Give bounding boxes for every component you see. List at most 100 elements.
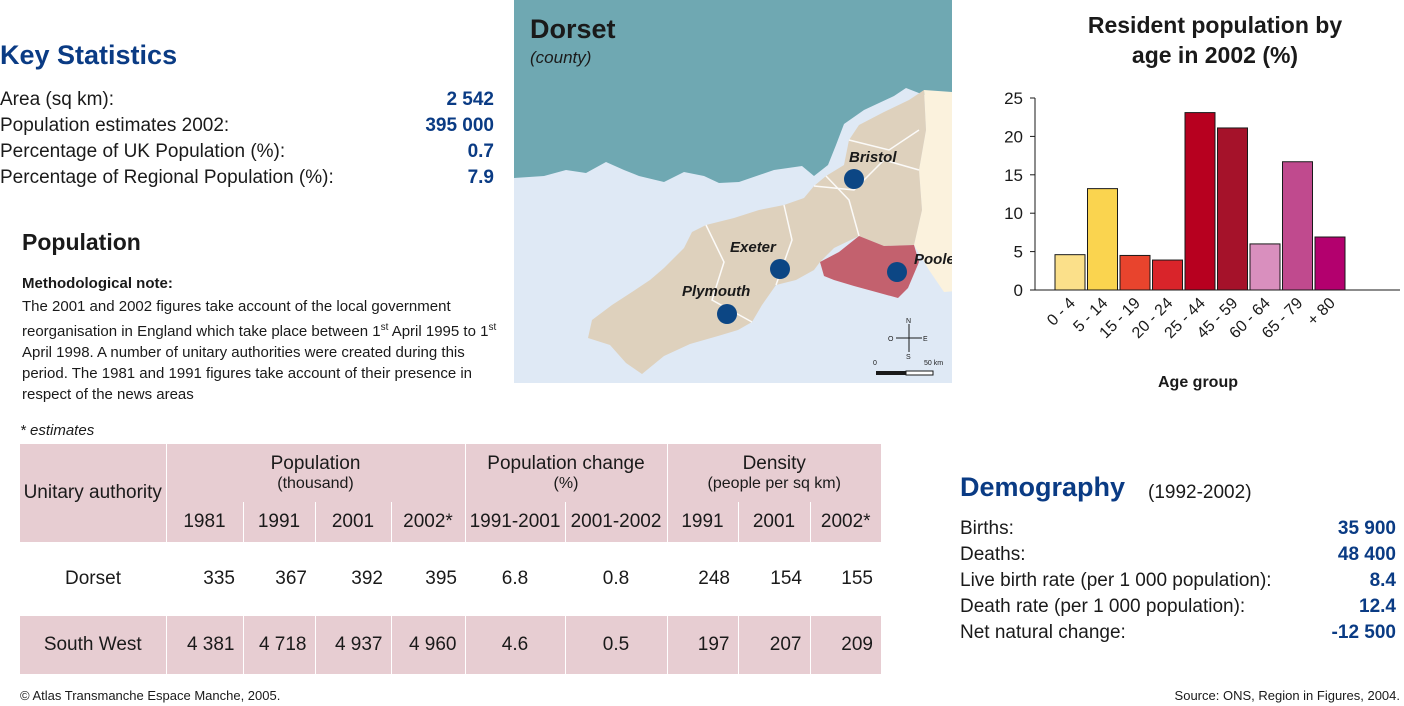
table-year-header: 1981 — [165, 502, 243, 542]
city-label-plymouth: Plymouth — [682, 283, 750, 300]
demography-label: Births: — [960, 518, 1014, 539]
table-cell: 209 — [809, 616, 881, 674]
compass-rose-icon: N S E O — [888, 318, 928, 361]
neighbour-counties — [914, 90, 952, 292]
demography-value: 8.4 — [1369, 570, 1396, 591]
stat-label: Area (sq km): — [0, 89, 115, 110]
city-label-bristol: Bristol — [849, 149, 897, 166]
table-cell: 4.6 — [464, 616, 565, 674]
table-cell: 335 — [203, 568, 235, 589]
demography-row-births: Births: 35 900 — [960, 518, 1396, 544]
table-row: South West 4 381 4 718 4 937 4 960 4.6 0… — [20, 616, 881, 674]
stat-value: 2 542 — [446, 89, 494, 110]
demography-value: 12.4 — [1359, 596, 1396, 617]
demography-label: Net natural change: — [960, 622, 1126, 643]
bar-3 — [1119, 254, 1151, 291]
table-year-header: 1991 — [242, 502, 315, 542]
y-tick-label: 0 — [1014, 281, 1023, 300]
copyright: © Atlas Transmanche Espace Manche, 2005. — [20, 688, 281, 703]
bar-9 — [1314, 236, 1346, 291]
demography-period: (1992-2002) — [1148, 482, 1252, 503]
table-cell: 6.8 — [501, 568, 529, 589]
demography-label: Live birth rate (per 1 000 population): — [960, 570, 1272, 591]
table-cell: 4 960 — [390, 616, 465, 674]
y-tick-label: 25 — [1004, 89, 1023, 108]
stat-value: 7.9 — [467, 167, 494, 188]
map-title: Dorset — [530, 14, 616, 44]
table-header-density: Density (people per sq km) — [666, 444, 881, 502]
demography-value: 48 400 — [1337, 544, 1396, 565]
table-cell: 367 — [275, 568, 307, 589]
table-year-header: 1991-2001 — [464, 502, 565, 542]
scale-end: 50 km — [924, 360, 943, 367]
stat-value: 395 000 — [425, 115, 494, 136]
city-marker-plymouth — [717, 304, 737, 324]
bar-6 — [1217, 127, 1248, 291]
dorset-map: Dorset (county) Bristol Exeter Plymouth … — [514, 0, 952, 383]
bar-1 — [1054, 254, 1086, 291]
x-tick-label: + 80 — [1304, 295, 1338, 329]
methodological-note-text: The 2001 and 2002 figures take account o… — [22, 298, 497, 403]
y-tick-label: 20 — [1004, 127, 1023, 146]
table-header-row: Unitary authority Population (thousand) P… — [20, 444, 881, 503]
table-subheader-row: 1981 1991 2001 2002* 1991-2001 2001-2002… — [20, 502, 881, 542]
demography-value: 35 900 — [1337, 518, 1396, 539]
scale-bar: 0 50 km — [873, 360, 943, 376]
population-title: Population — [22, 229, 141, 255]
stat-row-population: Population estimates 2002: 395 000 — [0, 115, 494, 141]
table-row-name: South West — [43, 634, 142, 655]
demography-row-deaths: Deaths: 48 400 — [960, 544, 1396, 570]
table-year-header: 2001 — [314, 502, 391, 542]
y-tick-label: 10 — [1004, 204, 1023, 223]
table-cell: 197 — [666, 616, 738, 674]
source-note: Source: ONS, Region in Figures, 2004. — [1174, 688, 1400, 703]
table-cell: 392 — [351, 568, 383, 589]
bar-7 — [1249, 243, 1281, 291]
compass-south: S — [906, 354, 911, 361]
table-cell: 4 718 — [242, 616, 315, 674]
table-cell: 207 — [737, 616, 810, 674]
table-cell: 155 — [841, 568, 873, 589]
compass-east: E — [923, 336, 928, 343]
table-cell: 248 — [698, 568, 730, 589]
table-cell: 4 937 — [314, 616, 391, 674]
city-marker-exeter — [770, 259, 790, 279]
scale-start: 0 — [873, 360, 877, 367]
bar-4 — [1152, 259, 1183, 291]
table-cell: 4 381 — [165, 616, 243, 674]
stat-value: 0.7 — [467, 141, 494, 162]
demography-title: Demography — [960, 472, 1126, 502]
chart-title: Resident population by age in 2002 (%) — [1087, 12, 1343, 68]
table-row-name: Dorset — [65, 568, 121, 589]
demography-row-net-natural-change: Net natural change: -12 500 — [960, 622, 1396, 648]
city-marker-bristol — [844, 169, 864, 189]
bar-8 — [1282, 161, 1313, 291]
table-year-header: 2001-2002 — [564, 502, 667, 542]
table-cell: 0.8 — [602, 568, 630, 589]
estimates-note: * estimates — [20, 422, 95, 439]
y-tick-label: 15 — [1004, 166, 1023, 185]
table-year-header: 2001 — [737, 502, 810, 542]
table-cell: 154 — [770, 568, 802, 589]
city-label-poole: Poole — [914, 251, 952, 268]
stat-label: Population estimates 2002: — [0, 115, 230, 136]
demography-row-live-birth-rate: Live birth rate (per 1 000 population): … — [960, 570, 1396, 596]
stat-row-uk-percentage: Percentage of UK Population (%): 0.7 — [0, 141, 494, 167]
wales-landmass — [514, 0, 952, 183]
stat-row-regional-percentage: Percentage of Regional Population (%): 7… — [0, 167, 494, 193]
demography-row-death-rate: Death rate (per 1 000 population): 12.4 — [960, 596, 1396, 622]
map-subtitle: (county) — [530, 48, 591, 67]
methodological-note-title: Methodological note: — [22, 275, 173, 292]
table-year-header: 2002* — [809, 502, 881, 542]
table-row: Dorset 335 367 392 395 6.8 0.8 248 154 1… — [20, 542, 881, 616]
city-label-exeter: Exeter — [730, 239, 777, 256]
demography-value: -12 500 — [1331, 622, 1396, 643]
table-cell: 395 — [425, 568, 457, 589]
table-cell: 0.5 — [564, 616, 667, 674]
stat-label: Percentage of Regional Population (%): — [0, 167, 334, 188]
stat-label: Percentage of UK Population (%): — [0, 141, 286, 162]
compass-west: O — [888, 336, 894, 343]
compass-north: N — [906, 318, 911, 325]
stat-row-area: Area (sq km): 2 542 — [0, 89, 494, 115]
